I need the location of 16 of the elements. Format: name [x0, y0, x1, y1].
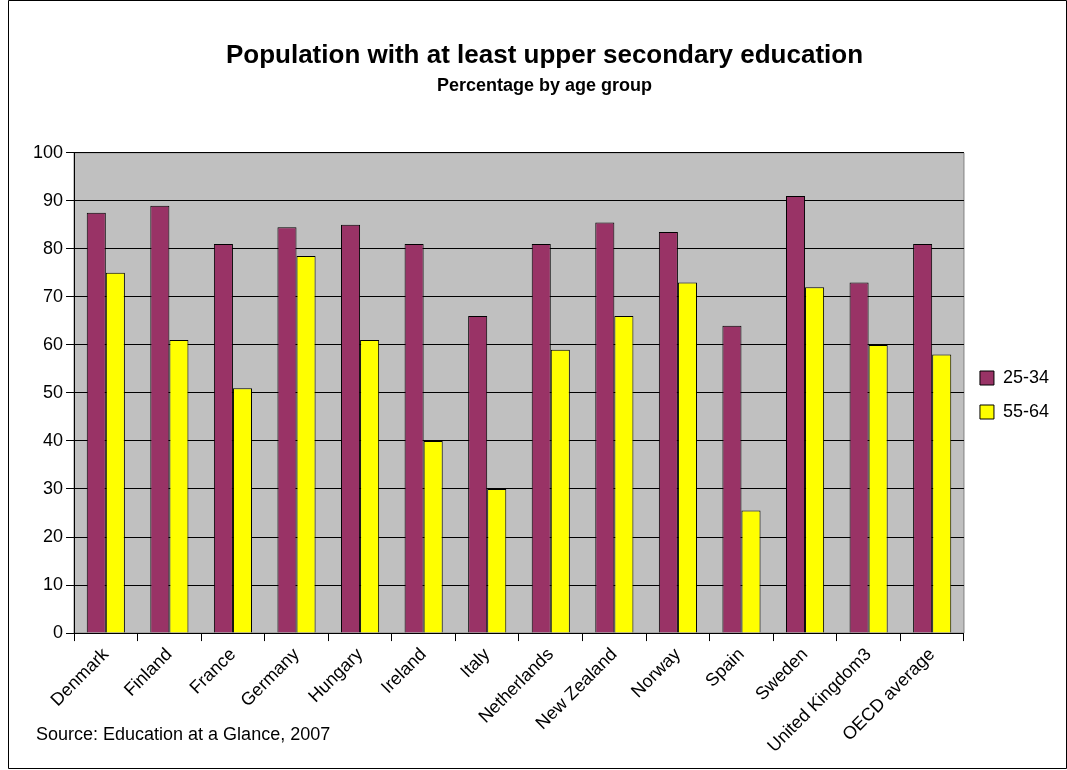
y-tick-label: 90 — [43, 189, 64, 210]
y-tick-label: 50 — [43, 381, 64, 402]
y-tick-label: 100 — [32, 141, 64, 162]
y-tick-label: 40 — [43, 429, 64, 450]
y-tick-label: 30 — [43, 477, 64, 498]
y-tick-label: 10 — [43, 574, 64, 595]
y-tick-label: 70 — [43, 285, 64, 306]
legend-label: 25-34 — [1002, 366, 1050, 387]
chart-subtitle: Percentage by age group — [436, 74, 653, 95]
y-tick-label: 0 — [53, 622, 64, 643]
chart-title: Population with at least upper secondary education — [225, 38, 864, 69]
legend-label: 55-64 — [1002, 400, 1050, 421]
y-tick-label: 20 — [43, 526, 64, 546]
source-note: Source: Education at a Glance, 2007 — [36, 724, 331, 744]
y-tick-label: 80 — [43, 237, 64, 258]
y-tick-label: 60 — [43, 333, 64, 354]
